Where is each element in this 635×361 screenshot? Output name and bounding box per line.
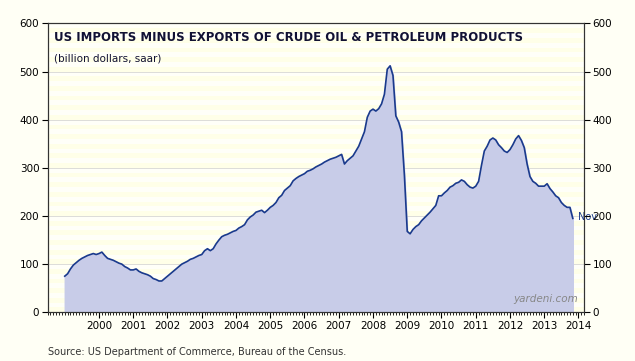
Bar xyxy=(48,91,584,96)
Bar xyxy=(48,201,584,206)
Bar xyxy=(48,86,584,91)
Bar xyxy=(48,23,584,28)
Bar xyxy=(48,283,584,288)
Bar xyxy=(48,144,584,149)
Bar xyxy=(48,43,584,48)
Bar xyxy=(48,216,584,221)
Bar xyxy=(48,105,584,110)
Bar xyxy=(48,288,584,293)
Bar xyxy=(48,96,584,100)
Bar xyxy=(48,134,584,139)
Bar xyxy=(48,259,584,264)
Bar xyxy=(48,139,584,144)
Bar xyxy=(48,187,584,192)
Bar xyxy=(48,33,584,38)
Bar xyxy=(48,173,584,178)
Bar xyxy=(48,71,584,77)
Bar xyxy=(48,197,584,201)
Text: Source: US Department of Commerce, Bureau of the Census.: Source: US Department of Commerce, Burea… xyxy=(48,347,346,357)
Bar xyxy=(48,308,584,312)
Bar xyxy=(48,38,584,43)
Bar xyxy=(48,274,584,279)
Bar xyxy=(48,182,584,187)
Bar xyxy=(48,110,584,115)
Bar xyxy=(48,211,584,216)
Bar xyxy=(48,67,584,71)
Bar xyxy=(48,77,584,81)
Bar xyxy=(48,178,584,182)
Bar xyxy=(48,221,584,226)
Bar xyxy=(48,235,584,240)
Bar xyxy=(48,48,584,52)
Bar xyxy=(48,279,584,283)
Bar xyxy=(48,149,584,153)
Bar xyxy=(48,303,584,308)
Text: yardeni.com: yardeni.com xyxy=(513,293,578,304)
Bar xyxy=(48,62,584,67)
Bar xyxy=(48,163,584,168)
Text: (billion dollars, saar): (billion dollars, saar) xyxy=(54,54,161,64)
Bar xyxy=(48,269,584,274)
Bar xyxy=(48,250,584,255)
Bar xyxy=(48,28,584,33)
Bar xyxy=(48,240,584,245)
Bar xyxy=(48,255,584,259)
Bar xyxy=(48,153,584,158)
Bar xyxy=(48,226,584,230)
Bar xyxy=(48,120,584,125)
Bar xyxy=(48,52,584,57)
Bar xyxy=(48,129,584,134)
Bar xyxy=(48,115,584,120)
Bar xyxy=(48,264,584,269)
Bar xyxy=(48,57,584,62)
Bar xyxy=(48,245,584,250)
Bar xyxy=(48,100,584,105)
Bar xyxy=(48,298,584,303)
Text: Nov: Nov xyxy=(578,212,598,222)
Bar xyxy=(48,192,584,197)
Text: US IMPORTS MINUS EXPORTS OF CRUDE OIL & PETROLEUM PRODUCTS: US IMPORTS MINUS EXPORTS OF CRUDE OIL & … xyxy=(54,31,523,44)
Bar xyxy=(48,168,584,173)
Bar xyxy=(48,293,584,298)
Bar xyxy=(48,206,584,211)
Bar xyxy=(48,81,584,86)
Bar xyxy=(48,125,584,129)
Bar xyxy=(48,230,584,235)
Bar xyxy=(48,158,584,163)
